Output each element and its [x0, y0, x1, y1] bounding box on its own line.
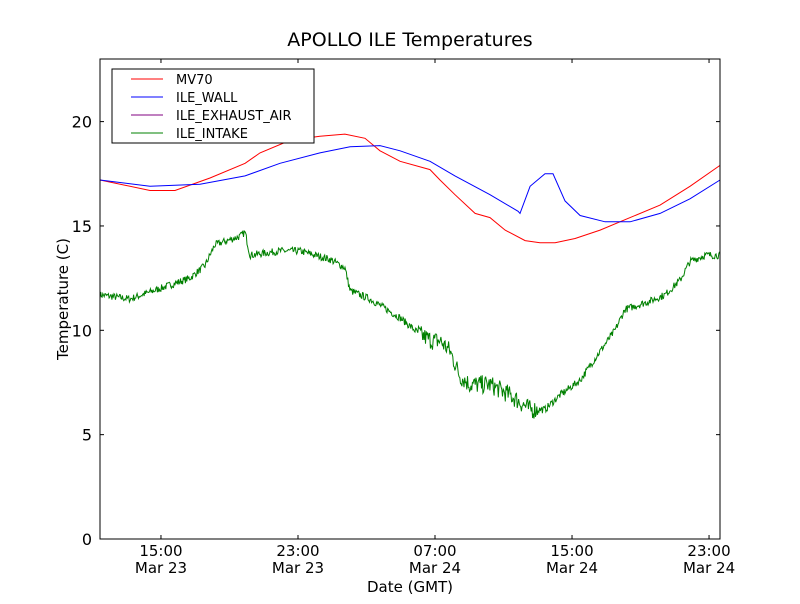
x-tick-time-label: 15:00	[139, 542, 182, 560]
y-tick-label: 20	[72, 113, 92, 132]
legend-label: MV70	[176, 73, 213, 88]
x-axis-label: Date (GMT)	[367, 578, 453, 596]
x-tick-date-label: Mar 24	[546, 559, 598, 577]
series-line-mv70	[99, 133, 721, 244]
x-tick-time-label: 23:00	[687, 542, 730, 560]
series-line-ile-intake	[99, 230, 720, 419]
x-tick-time-label: 07:00	[413, 542, 456, 560]
y-tick-label: 0	[82, 530, 92, 549]
legend-label: ILE_EXHAUST_AIR	[176, 109, 292, 124]
legend-box	[111, 68, 315, 144]
plot-area	[99, 133, 721, 419]
x-tick-date-label: Mar 23	[135, 559, 187, 577]
legend-label: ILE_INTAKE	[176, 127, 248, 142]
legend: MV70 ILE_WALL ILE_EXHAUST_AIR ILE_INTAKE	[111, 68, 315, 144]
x-tick-date-label: Mar 23	[272, 559, 324, 577]
y-tick-label: 15	[72, 217, 92, 236]
x-tick-time-label: 15:00	[550, 542, 593, 560]
legend-label: ILE_WALL	[176, 91, 238, 106]
axes-frame	[99, 58, 721, 540]
y-tick-label: 10	[72, 321, 92, 340]
y-tick-label: 5	[82, 426, 92, 445]
x-tick-time-label: 23:00	[276, 542, 319, 560]
chart-title: APOLLO ILE Temperatures	[287, 29, 532, 51]
x-tick-date-label: Mar 24	[409, 559, 461, 577]
x-tick-date-label: Mar 24	[683, 559, 735, 577]
series-line-ile-wall	[99, 145, 721, 223]
y-axis-label: Temperature (C)	[54, 238, 72, 361]
